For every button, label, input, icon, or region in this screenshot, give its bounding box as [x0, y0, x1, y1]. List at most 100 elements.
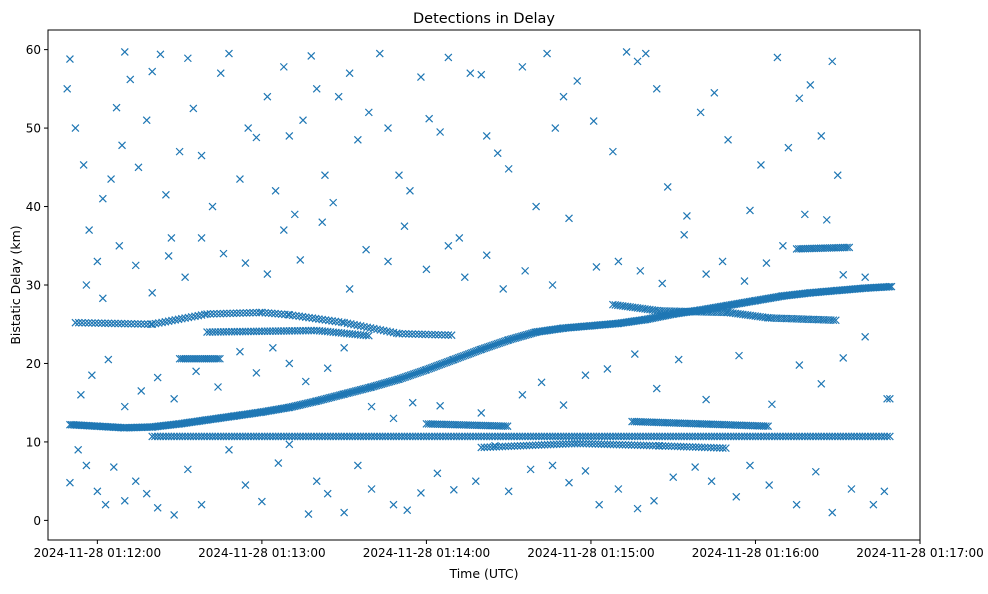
track-9.5km-marker [525, 441, 534, 450]
track-9.5km-marker [561, 440, 570, 448]
track-25km-marker [441, 331, 449, 339]
scatter-point [589, 117, 598, 125]
track-25km-marker [236, 309, 244, 318]
track-25km-marker [421, 330, 430, 339]
track-9.5km-marker [537, 441, 546, 449]
scatter-point [548, 461, 557, 470]
track-25km-marker [94, 319, 103, 328]
scatter-point [175, 147, 184, 156]
track-25km-marker [222, 309, 231, 318]
scatter-point [581, 467, 590, 475]
scatter-point [696, 108, 705, 117]
scatter-point [641, 49, 650, 58]
scatter-point [784, 143, 793, 152]
track-9.5km-marker [600, 440, 609, 449]
rising-track-marker [392, 376, 401, 384]
scatter-point [773, 53, 782, 62]
scatter-point [592, 263, 601, 271]
scatter-point [167, 233, 176, 242]
scatter-point [869, 500, 878, 509]
scatter-point [375, 49, 384, 58]
track-9.5km-marker [612, 440, 621, 449]
track-24km-mid-marker [364, 331, 373, 340]
scatter-point [444, 53, 453, 62]
track-25km-marker [110, 319, 119, 328]
scatter-point [521, 266, 530, 275]
track-9.5km-marker [636, 441, 645, 450]
track-25km-marker [434, 330, 443, 339]
scatter-point [614, 257, 623, 266]
track-9.5km-marker [633, 441, 642, 450]
scatter-point [425, 114, 434, 123]
track-9.5km-marker [670, 442, 679, 451]
track-25km-marker [209, 309, 218, 318]
track-9.5km-marker [486, 443, 495, 451]
scatter-point [236, 347, 244, 356]
track-24km-mid-marker [362, 331, 371, 340]
scatter-point [112, 103, 121, 112]
track-9.5km-marker [664, 442, 673, 451]
scatter-point [263, 92, 272, 101]
track-25km-marker [418, 330, 426, 339]
scatter-point [137, 386, 146, 395]
track-25km-marker [206, 310, 215, 318]
y-tick-label: 0 [33, 514, 41, 528]
track-25km-marker [305, 313, 313, 322]
scatter-point [340, 508, 349, 517]
track-25km-marker [84, 319, 93, 327]
scatter-point [746, 206, 754, 215]
scatter-point [806, 80, 815, 89]
track-25km-marker [267, 309, 276, 318]
track-25km-marker [318, 315, 327, 324]
track-9.5km-marker [531, 441, 540, 450]
track-9.5km-marker [682, 442, 691, 451]
scatter-point [79, 161, 88, 169]
scatter-point [828, 508, 837, 517]
scatter-point [504, 164, 513, 173]
scatter-point [101, 500, 110, 509]
track-25km-marker [331, 317, 340, 326]
track-25km-marker [71, 318, 80, 327]
track-25km-marker [311, 314, 320, 323]
track-25km-marker [321, 316, 330, 324]
track-9.5km-marker [552, 440, 561, 449]
track-9.5km-marker [558, 440, 567, 449]
scatter-point [537, 378, 546, 387]
scatter-point [345, 69, 354, 78]
track-25km-marker [101, 319, 109, 328]
rising-track-marker [884, 282, 893, 291]
track-25km-marker [264, 309, 273, 317]
scatter-point [142, 489, 151, 498]
scatter-point [455, 233, 464, 242]
rising-track-marker [364, 383, 373, 392]
scatter-point [652, 84, 661, 93]
scatter-point [323, 489, 332, 498]
scatter-point [663, 182, 672, 191]
scatter-point [636, 266, 645, 275]
track-26km-late-marker [831, 316, 840, 325]
track-10.7km-marker [885, 432, 894, 441]
scatter-point [762, 259, 771, 267]
scatter-point [395, 171, 403, 180]
scatter-point [491, 441, 499, 450]
rising-track-marker [447, 356, 456, 365]
track-25km-marker [408, 330, 417, 338]
track-9.5km-marker [609, 440, 618, 449]
scatter-point [565, 214, 573, 223]
track-9.5km-marker [642, 441, 651, 450]
scatter-point [581, 371, 590, 380]
scatter-point [732, 492, 741, 501]
scatter-point [307, 51, 316, 60]
track-25km-marker [395, 329, 403, 338]
scatter-point [93, 487, 102, 496]
scatter-point [170, 510, 179, 519]
track-9.5km-marker [721, 444, 730, 453]
track-12km-b-marker [764, 422, 773, 431]
scatter-point [817, 131, 826, 140]
scatter-point [225, 445, 233, 454]
scatter-point [833, 171, 842, 180]
track-9.5km-marker [715, 443, 724, 452]
track-25km-marker [271, 309, 279, 318]
scatter-point [800, 210, 809, 219]
scatter-point [707, 477, 716, 486]
